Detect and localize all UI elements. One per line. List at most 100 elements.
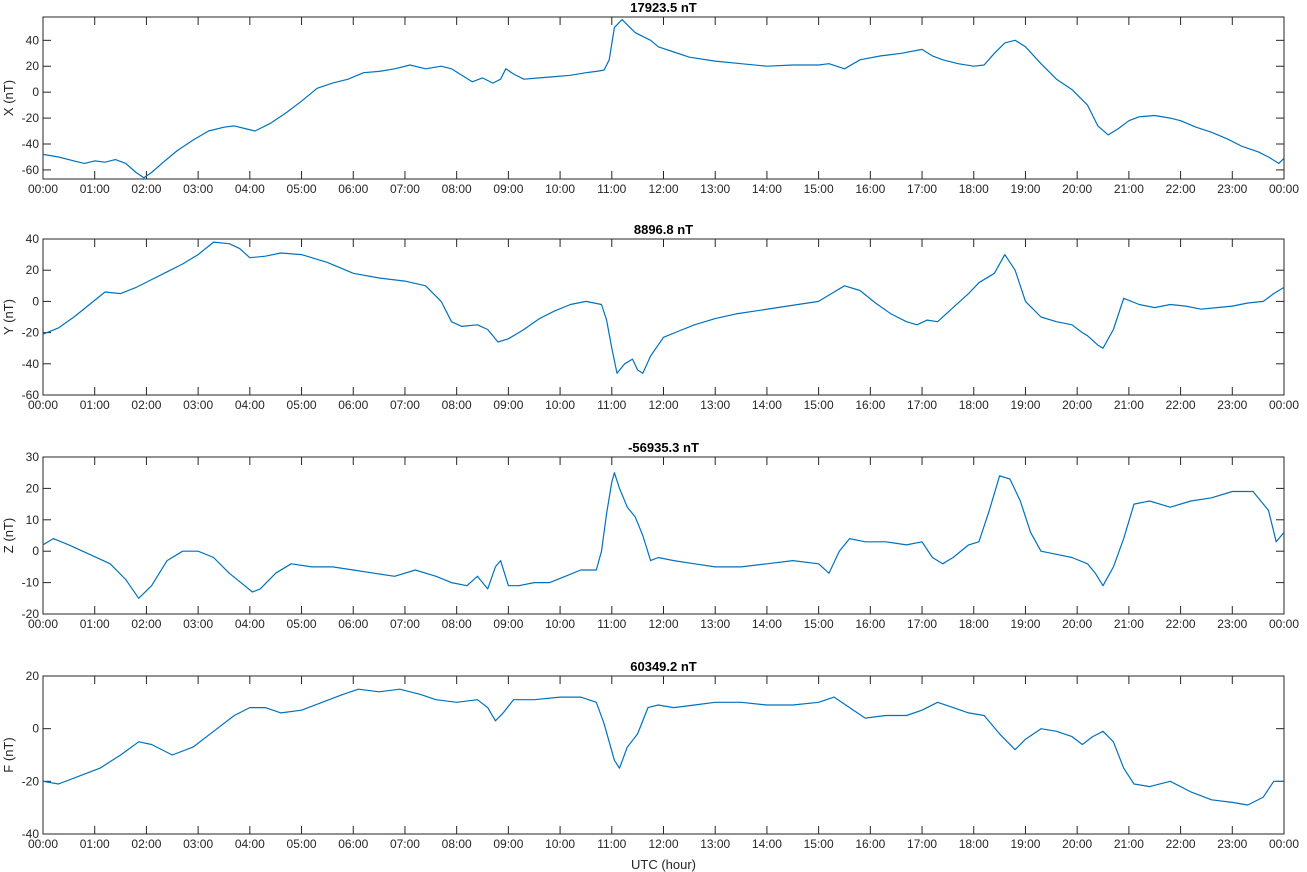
x-tick-label: 12:00 — [648, 837, 678, 851]
y-tick-label: -60 — [22, 163, 40, 177]
x-tick-label: 08:00 — [442, 182, 472, 196]
x-tick-label: 17:00 — [907, 837, 937, 851]
x-tick-label: 22:00 — [1166, 617, 1196, 631]
x-tick-label: 23:00 — [1217, 617, 1247, 631]
x-tick-label: 21:00 — [1114, 837, 1144, 851]
x-tick-label: 19:00 — [1010, 398, 1040, 412]
x-tick-label: 05:00 — [287, 837, 317, 851]
x-tick-label: 06:00 — [338, 617, 368, 631]
x-tick-label: 09:00 — [493, 617, 523, 631]
x-tick-label: 03:00 — [183, 398, 213, 412]
x-tick-label: 22:00 — [1166, 182, 1196, 196]
x-tick-label: 01:00 — [80, 837, 110, 851]
x-tick-label: 16:00 — [855, 398, 885, 412]
x-tick-label: 10:00 — [545, 617, 575, 631]
x-tick-label: 22:00 — [1166, 837, 1196, 851]
x-tick-label: 01:00 — [80, 398, 110, 412]
x-tick-label: 00:00 — [1269, 837, 1299, 851]
y-tick-label: 40 — [26, 33, 40, 47]
x-tick-label: 14:00 — [752, 398, 782, 412]
x-tick-label: 20:00 — [1062, 182, 1092, 196]
x-tick-label: 13:00 — [700, 617, 730, 631]
x-tick-label: 01:00 — [80, 182, 110, 196]
x-tick-label: 06:00 — [338, 837, 368, 851]
panel-title: -56935.3 nT — [628, 440, 699, 455]
x-tick-label: 04:00 — [235, 837, 265, 851]
x-tick-label: 17:00 — [907, 398, 937, 412]
y-tick-label: 20 — [26, 481, 40, 495]
x-tick-label: 21:00 — [1114, 617, 1144, 631]
x-tick-label: 01:00 — [80, 617, 110, 631]
x-tick-label: 08:00 — [442, 398, 472, 412]
x-tick-label: 14:00 — [752, 837, 782, 851]
x-tick-label: 02:00 — [131, 398, 161, 412]
y-tick-label: 0 — [32, 294, 39, 308]
x-tick-label: 12:00 — [648, 182, 678, 196]
x-tick-label: 20:00 — [1062, 617, 1092, 631]
axes-box — [42, 16, 1285, 180]
x-tick-label: 23:00 — [1217, 182, 1247, 196]
x-tick-label: 05:00 — [287, 398, 317, 412]
axes-box — [42, 238, 1285, 396]
x-tick-label: 15:00 — [804, 837, 834, 851]
x-tick-label: 04:00 — [235, 617, 265, 631]
x-tick-label: 11:00 — [597, 837, 626, 851]
x-tick-label: 14:00 — [752, 617, 782, 631]
panel-title: 17923.5 nT — [630, 0, 697, 15]
y-tick-label: 0 — [32, 85, 39, 99]
y-tick-label: -60 — [22, 388, 40, 402]
x-tick-label: 09:00 — [493, 837, 523, 851]
x-tick-label: 22:00 — [1166, 398, 1196, 412]
x-tick-label: 13:00 — [700, 398, 730, 412]
x-tick-label: 02:00 — [131, 837, 161, 851]
x-tick-label: 19:00 — [1010, 182, 1040, 196]
panel-title: 60349.2 nT — [630, 659, 697, 674]
x-tick-label: 02:00 — [131, 617, 161, 631]
x-tick-label: 20:00 — [1062, 398, 1092, 412]
x-tick-label: 18:00 — [959, 398, 989, 412]
panel-2: 00:00 01:00 02:00 03:00 04:00 05:00 06:00 07:00… — [1, 222, 1299, 412]
x-tick-label: 23:00 — [1217, 398, 1247, 412]
x-tick-label: 07:00 — [390, 837, 420, 851]
x-tick-label: 03:00 — [183, 182, 213, 196]
y-tick-label: 40 — [26, 232, 40, 246]
y-axis-label: X (nT) — [1, 80, 16, 116]
x-tick-label: 07:00 — [390, 617, 420, 631]
y-tick-label: -20 — [22, 111, 40, 125]
x-tick-label: 03:00 — [183, 617, 213, 631]
x-tick-label: 23:00 — [1217, 837, 1247, 851]
x-tick-label: 00:00 — [28, 182, 58, 196]
x-tick-label: 09:00 — [493, 398, 523, 412]
y-axis-label: F (nT) — [1, 737, 16, 772]
x-tick-label: 17:00 — [907, 617, 937, 631]
x-tick-label: 16:00 — [855, 617, 885, 631]
y-tick-label: -40 — [22, 827, 40, 841]
x-tick-label: 04:00 — [235, 182, 265, 196]
x-tick-label: 10:00 — [545, 182, 575, 196]
y-tick-label: 20 — [26, 669, 40, 683]
y-tick-label: -40 — [22, 137, 40, 151]
x-tick-label: 00:00 — [1269, 398, 1299, 412]
x-tick-label: 17:00 — [907, 182, 937, 196]
y-tick-label: -40 — [22, 357, 40, 371]
x-tick-label: 07:00 — [390, 398, 420, 412]
x-tick-label: 15:00 — [804, 182, 834, 196]
y-tick-label: -20 — [22, 607, 40, 621]
axes-box — [42, 675, 1285, 835]
x-tick-label: 18:00 — [959, 182, 989, 196]
x-tick-label: 11:00 — [597, 182, 626, 196]
y-tick-label: -20 — [22, 774, 40, 788]
x-tick-label: 06:00 — [338, 398, 368, 412]
panel-1: 00:00 01:00 02:00 03:00 04:00 05:00 06:00 07:00… — [1, 0, 1299, 196]
axes-box — [42, 456, 1285, 615]
x-tick-label: 15:00 — [804, 398, 834, 412]
x-tick-label: 19:00 — [1010, 617, 1040, 631]
x-tick-label: 03:00 — [183, 837, 213, 851]
x-tick-label: 05:00 — [287, 617, 317, 631]
x-tick-label: 12:00 — [648, 617, 678, 631]
x-tick-label: 21:00 — [1114, 182, 1144, 196]
x-tick-label: 09:00 — [493, 182, 523, 196]
x-tick-label: 18:00 — [959, 837, 989, 851]
x-tick-label: 21:00 — [1114, 398, 1144, 412]
